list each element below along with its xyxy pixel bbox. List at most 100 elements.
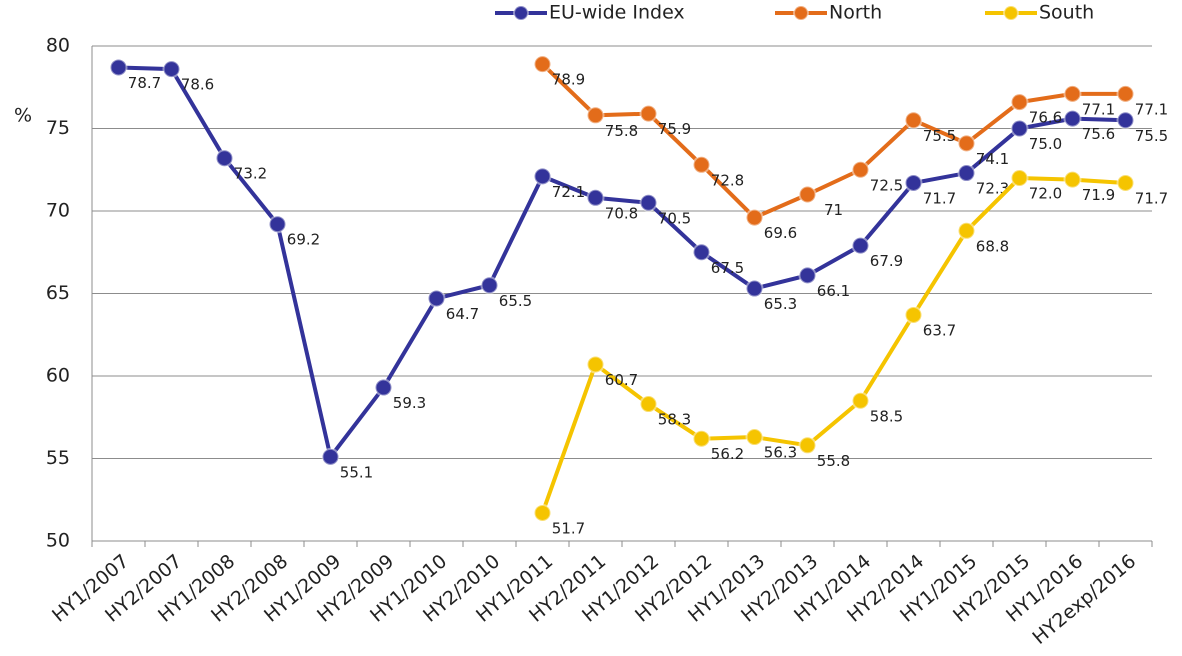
- data-point: [745, 208, 764, 227]
- data-point: [957, 134, 976, 153]
- y-tick-label: 50: [46, 530, 70, 552]
- data-label: 78.6: [181, 76, 214, 94]
- data-label: 71: [824, 201, 843, 219]
- data-point: [851, 391, 870, 410]
- data-point: [533, 167, 552, 186]
- data-point: [692, 429, 711, 448]
- data-point: [586, 188, 605, 207]
- data-point: [215, 149, 234, 168]
- data-label: 74.1: [976, 150, 1009, 168]
- data-label: 78.7: [128, 74, 161, 92]
- data-label: 65.3: [764, 295, 797, 313]
- data-point: [904, 305, 923, 324]
- data-point: [1010, 169, 1029, 187]
- data-label: 51.7: [552, 519, 585, 537]
- data-label: 55.8: [817, 452, 850, 470]
- data-point: [427, 289, 446, 308]
- legend-label: EU-wide Index: [549, 2, 685, 24]
- y-tick-label: 80: [46, 35, 70, 57]
- y-tick-label: 60: [46, 365, 70, 387]
- data-label: 76.6: [1029, 109, 1062, 127]
- data-point: [639, 395, 658, 414]
- data-point: [904, 173, 923, 192]
- data-label: 67.5: [711, 259, 744, 277]
- data-point: [798, 185, 817, 204]
- data-label: 72.0: [1029, 185, 1062, 203]
- series-line: [540, 175, 1126, 514]
- data-label: 67.9: [870, 252, 903, 270]
- data-label: 68.8: [976, 237, 1009, 255]
- data-label: 66.1: [817, 282, 850, 300]
- data-point: [321, 447, 340, 466]
- data-label: 55.1: [340, 463, 373, 481]
- data-label: 56.2: [711, 445, 744, 463]
- data-label: 56.3: [764, 444, 797, 462]
- data-point: [586, 106, 605, 125]
- data-point: [533, 503, 552, 522]
- data-point: [692, 243, 711, 262]
- data-point: [904, 111, 923, 130]
- data-point: [162, 60, 181, 79]
- data-point: [109, 58, 128, 77]
- data-label: 69.6: [764, 224, 797, 242]
- data-label: 70.5: [658, 209, 691, 227]
- data-label: 71.7: [923, 189, 956, 207]
- data-point: [957, 164, 976, 183]
- data-point: [639, 193, 658, 212]
- data-label: 73.2: [234, 165, 267, 183]
- data-point: [1116, 173, 1135, 192]
- data-label: 69.2: [287, 231, 320, 249]
- data-label: 58.3: [658, 411, 691, 429]
- data-point: [957, 221, 976, 240]
- y-tick-label: 75: [46, 117, 70, 139]
- data-label: 72.8: [711, 171, 744, 189]
- data-point: [1063, 109, 1082, 128]
- legend-marker: [1003, 5, 1019, 21]
- y-tick-label: 65: [46, 282, 70, 304]
- data-label: 71.7: [1135, 189, 1168, 207]
- data-label: 75.6: [1082, 125, 1115, 143]
- legend-label: North: [829, 2, 882, 24]
- data-label: 70.8: [605, 204, 638, 222]
- data-point: [374, 378, 393, 397]
- series-line: [541, 62, 1126, 220]
- data-label: 75.9: [658, 120, 691, 138]
- data-point: [1116, 111, 1135, 130]
- data-label: 75.5: [1135, 127, 1168, 145]
- data-label: 72.3: [976, 180, 1009, 198]
- data-label: 71.9: [1082, 186, 1115, 204]
- data-point: [1116, 84, 1135, 103]
- data-label: 65.5: [499, 292, 532, 310]
- data-point: [745, 279, 764, 298]
- data-label: 72.1: [552, 183, 585, 201]
- legend-label: South: [1039, 2, 1094, 24]
- data-point: [1010, 93, 1029, 112]
- data-point: [586, 355, 605, 374]
- data-point: [480, 276, 499, 295]
- data-label: 75.8: [605, 122, 638, 140]
- data-point: [639, 104, 658, 123]
- data-point: [745, 428, 764, 447]
- data-label: 59.3: [393, 394, 426, 412]
- series-line: [118, 65, 1126, 462]
- data-point: [798, 266, 817, 285]
- data-label: 78.9: [552, 71, 585, 89]
- data-label: 58.5: [870, 407, 903, 425]
- y-tick-label: 55: [46, 447, 70, 469]
- data-point: [851, 236, 870, 255]
- data-label: 77.1: [1082, 100, 1115, 118]
- data-point: [798, 436, 817, 455]
- data-label: 75.5: [923, 127, 956, 145]
- data-point: [1010, 119, 1029, 138]
- data-point: [692, 155, 711, 174]
- data-point: [851, 160, 870, 179]
- data-label: 64.7: [446, 305, 479, 323]
- y-axis-label: %: [14, 105, 32, 127]
- data-label: 63.7: [923, 321, 956, 339]
- data-label: 77.1: [1135, 100, 1168, 118]
- data-point: [1063, 170, 1082, 189]
- data-label: 75.0: [1029, 135, 1062, 153]
- y-tick-label: 70: [46, 200, 70, 222]
- data-point: [268, 215, 287, 234]
